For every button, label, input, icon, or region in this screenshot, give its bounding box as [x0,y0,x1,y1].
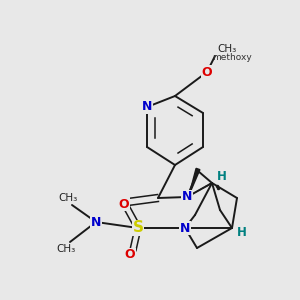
Text: CH₃: CH₃ [58,193,78,203]
Polygon shape [189,168,200,195]
Text: O: O [202,65,212,79]
Text: CH₃: CH₃ [217,44,236,54]
Text: N: N [182,190,192,203]
Text: CH₃: CH₃ [56,244,76,254]
Text: H: H [217,169,227,182]
Text: N: N [91,215,101,229]
Text: N: N [180,221,190,235]
Text: N: N [142,100,152,113]
Text: H: H [237,226,247,239]
Text: methoxy: methoxy [212,53,252,62]
Text: O: O [119,196,129,208]
Text: O: O [125,248,135,262]
Text: S: S [133,220,143,236]
Text: O: O [119,197,129,211]
